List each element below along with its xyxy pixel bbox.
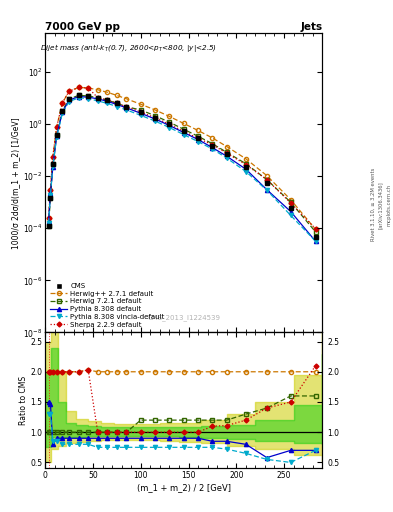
Text: Jets: Jets [300,22,322,32]
Legend: CMS, Herwig++ 2.7.1 default, Herwig 7.2.1 default, Pythia 8.308 default, Pythia : CMS, Herwig++ 2.7.1 default, Herwig 7.2.… [49,282,166,329]
Text: Dijet mass (anti-k$_T$(0.7), 2600<p$_T$<800, |y|<2.5): Dijet mass (anti-k$_T$(0.7), 2600<p$_T$<… [40,42,217,54]
Y-axis label: Ratio to CMS: Ratio to CMS [18,376,28,425]
Text: mcplots.cern.ch: mcplots.cern.ch [386,184,391,226]
Y-axis label: 1000/σ 2dσ/d(m_1 + m_2) [1/GeV]: 1000/σ 2dσ/d(m_1 + m_2) [1/GeV] [11,117,20,249]
Text: [arXiv:1306.3436]: [arXiv:1306.3436] [378,181,383,229]
Text: Rivet 3.1.10, ≥ 3.2M events: Rivet 3.1.10, ≥ 3.2M events [370,168,375,242]
X-axis label: (m_1 + m_2) / 2 [GeV]: (m_1 + m_2) / 2 [GeV] [137,483,231,492]
Text: CMS_2013_I1224539: CMS_2013_I1224539 [147,314,220,321]
Text: 7000 GeV pp: 7000 GeV pp [45,22,120,32]
